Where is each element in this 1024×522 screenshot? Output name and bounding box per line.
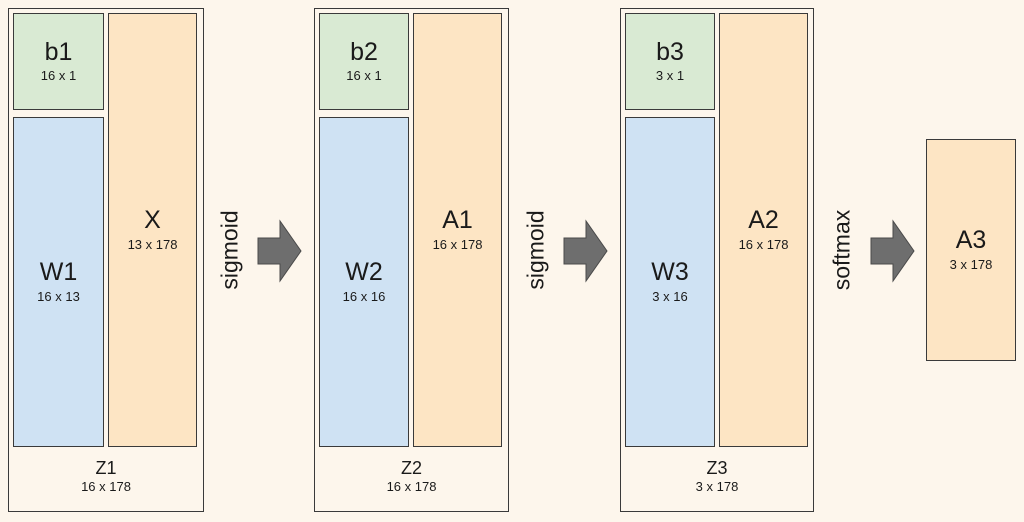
input-a2-name: A2 <box>748 206 779 235</box>
weight-w3-dim: 3 x 16 <box>652 288 688 304</box>
output-z3-label: Z3 3 x 178 <box>620 458 814 496</box>
weight-w2-dim: 16 x 16 <box>342 288 386 304</box>
arrow-right-icon-1 <box>257 219 302 283</box>
output-z2-label: Z2 16 x 178 <box>314 458 509 496</box>
activation-label-2: sigmoid <box>522 210 549 290</box>
bias-b1-name: b1 <box>44 37 73 66</box>
weight-w3-box: W3 3 x 16 <box>625 117 715 447</box>
bias-b2-box: b2 16 x 1 <box>319 13 409 110</box>
weight-w1-dim: 16 x 13 <box>37 288 80 304</box>
output-z1-label: Z1 16 x 178 <box>8 458 204 496</box>
input-x-name: X <box>144 206 161 235</box>
weight-w1-name: W1 <box>39 258 78 287</box>
output-z1-name: Z1 <box>95 458 117 478</box>
bias-b2-dim: 16 x 1 <box>346 68 382 84</box>
final-a3-box: A3 3 x 178 <box>926 139 1016 361</box>
final-a3-name: A3 <box>955 226 987 255</box>
weight-w1-box: W1 16 x 13 <box>13 117 104 447</box>
bias-b1-box: b1 16 x 1 <box>13 13 104 110</box>
bias-b3-name: b3 <box>656 37 684 66</box>
arrow-right-icon-3 <box>870 219 915 283</box>
bias-b2-name: b2 <box>350 37 378 66</box>
output-z1-dim: 16 x 178 <box>81 478 131 494</box>
final-a3-dim: 3 x 178 <box>949 256 993 272</box>
output-z2-dim: 16 x 178 <box>386 478 437 494</box>
bias-b3-box: b3 3 x 1 <box>625 13 715 110</box>
input-a1-dim: 16 x 178 <box>432 236 483 252</box>
input-a2-box: A2 16 x 178 <box>719 13 808 447</box>
weight-w2-box: W2 16 x 16 <box>319 117 409 447</box>
output-z3-dim: 3 x 178 <box>695 478 739 494</box>
weight-w3-name: W3 <box>651 258 689 287</box>
activation-label-1: sigmoid <box>216 210 243 290</box>
output-z3-name: Z3 <box>706 458 728 478</box>
bias-b1-dim: 16 x 1 <box>40 68 77 84</box>
input-x-dim: 13 x 178 <box>127 236 178 252</box>
arrow-right-icon-2 <box>563 219 608 283</box>
output-z2-name: Z2 <box>400 458 422 478</box>
input-a1-name: A1 <box>442 206 473 235</box>
activation-label-3: softmax <box>828 209 855 291</box>
input-x-box: X 13 x 178 <box>108 13 197 447</box>
input-a2-dim: 16 x 178 <box>738 236 789 252</box>
bias-b3-dim: 3 x 1 <box>655 68 685 84</box>
input-a1-box: A1 16 x 178 <box>413 13 502 447</box>
weight-w2-name: W2 <box>345 258 383 287</box>
